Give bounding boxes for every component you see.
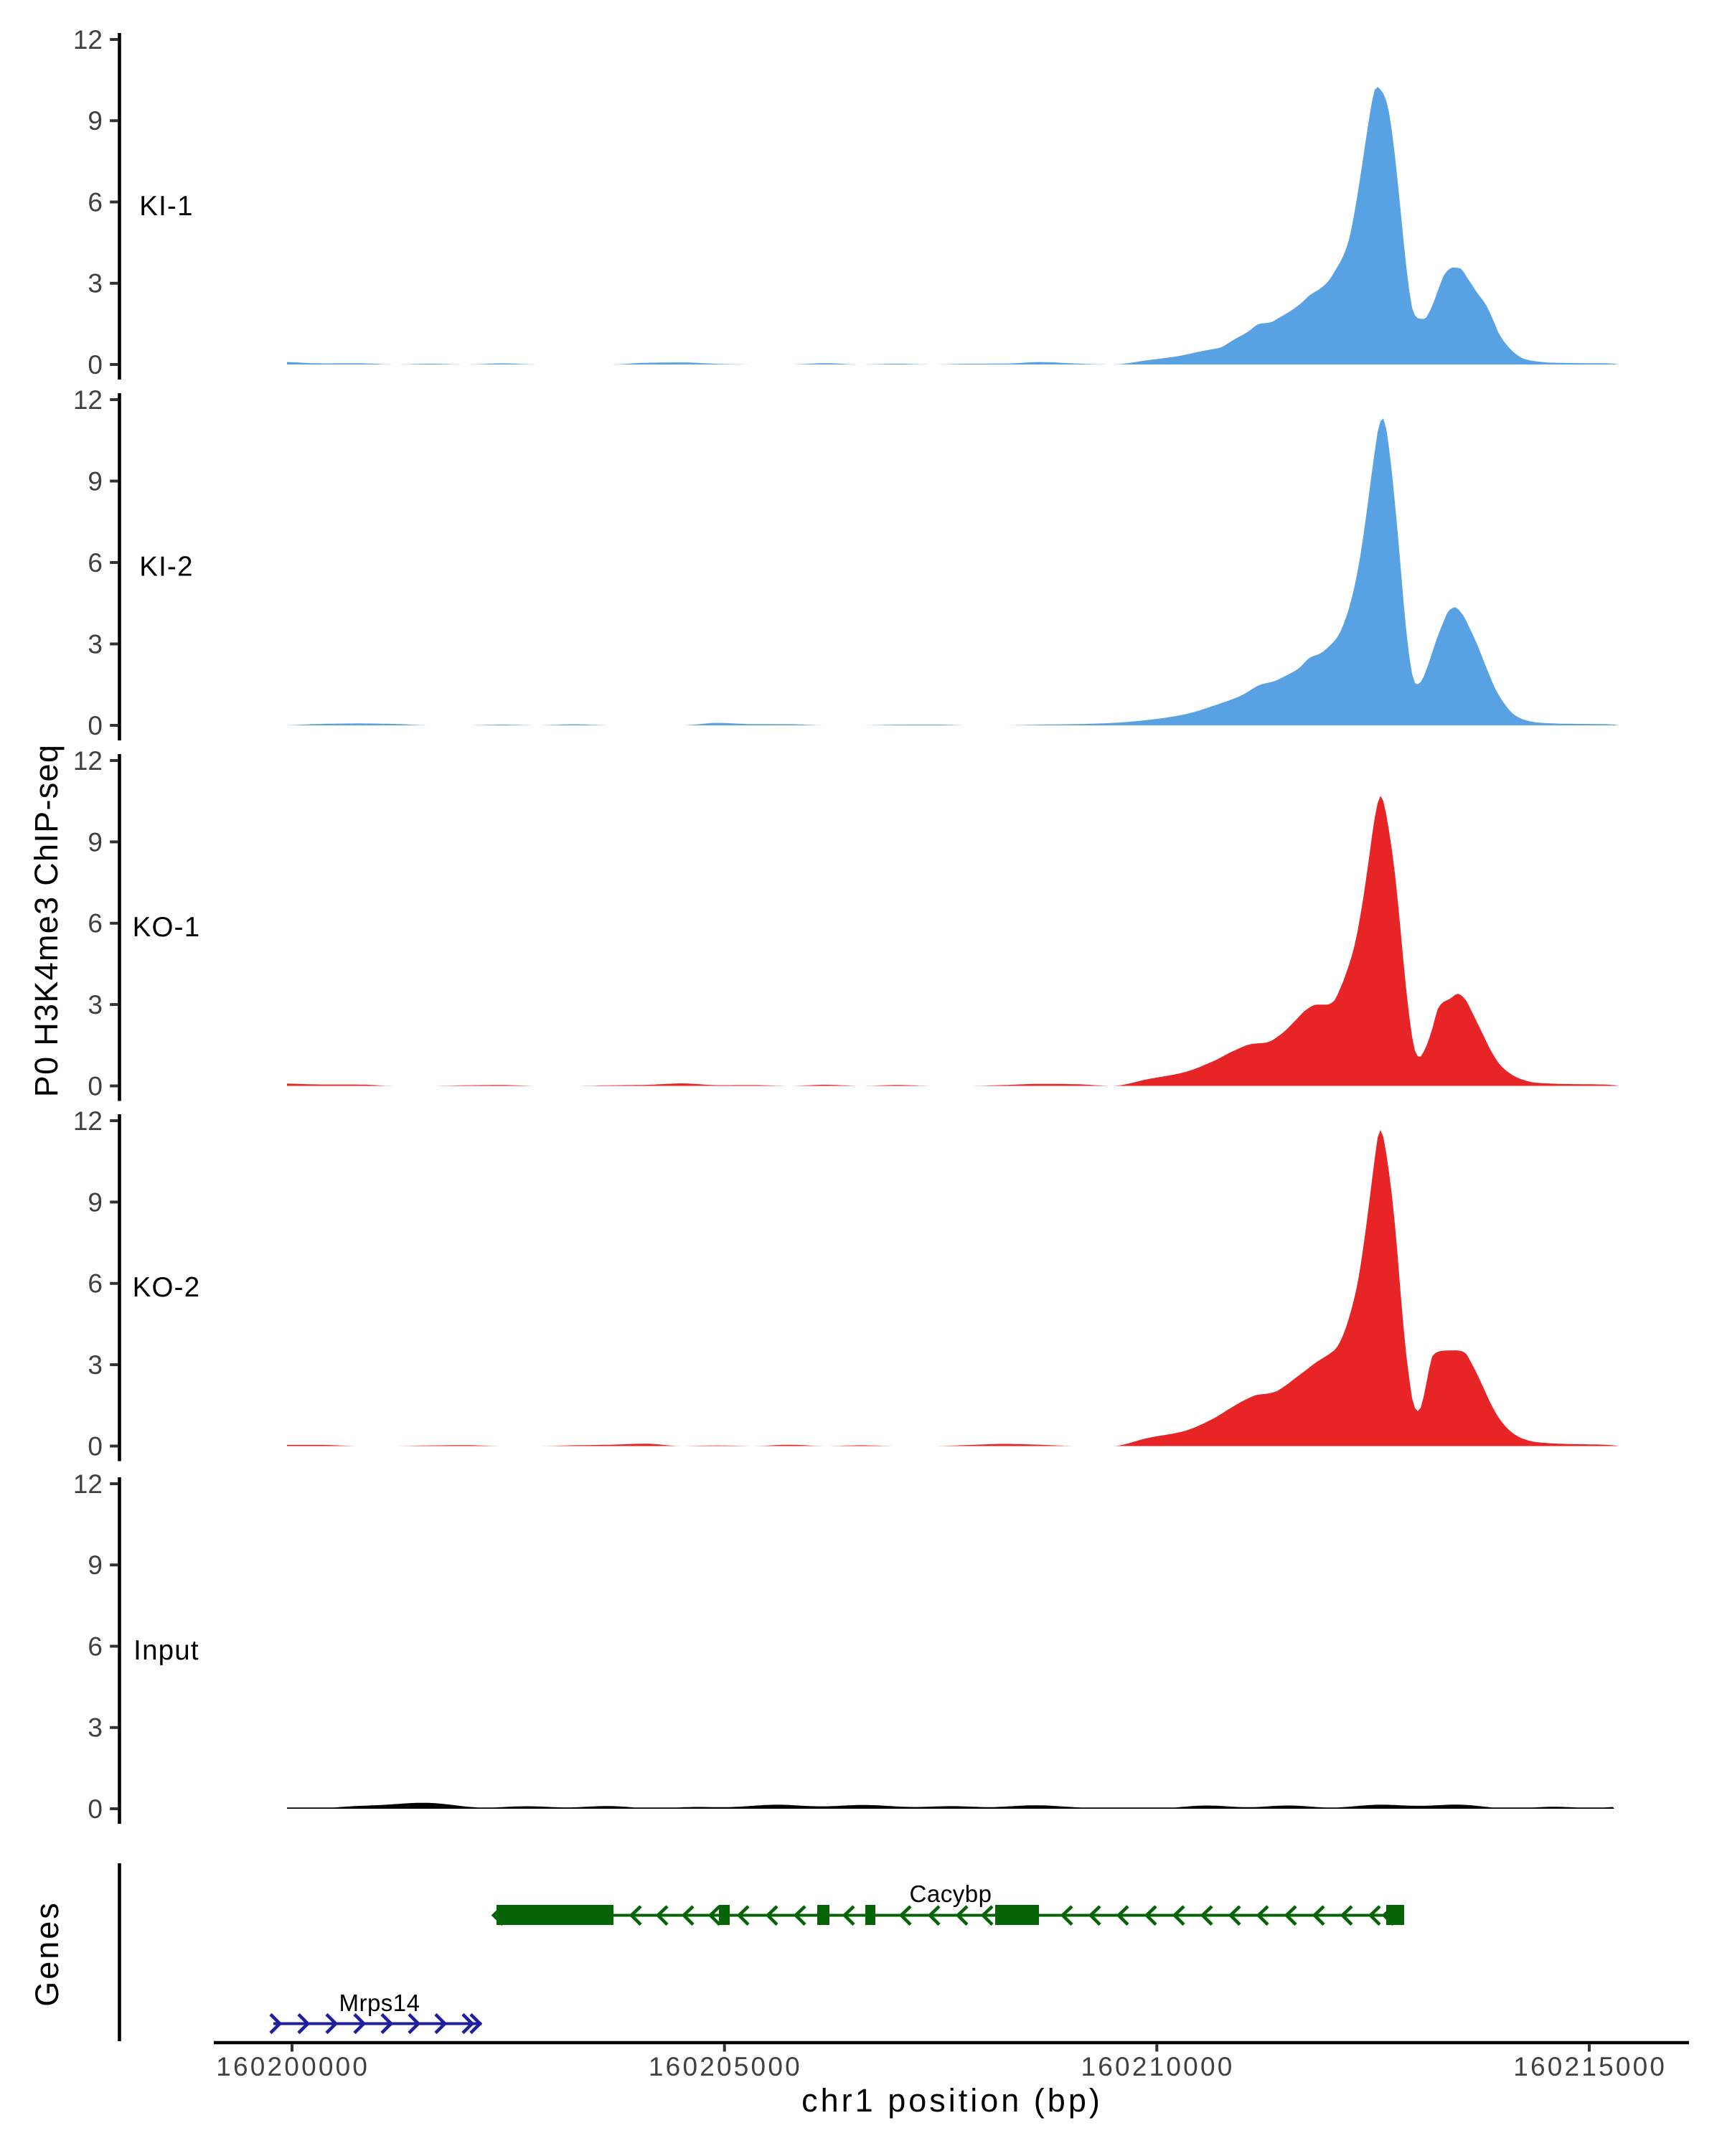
svg-text:12: 12: [73, 25, 103, 55]
svg-text:12: 12: [73, 1106, 103, 1136]
svg-text:3: 3: [88, 629, 103, 659]
svg-text:Input: Input: [133, 1635, 199, 1666]
svg-text:160210000: 160210000: [1081, 2052, 1235, 2081]
svg-text:3: 3: [88, 269, 103, 298]
svg-text:0: 0: [88, 1431, 103, 1461]
svg-text:6: 6: [88, 909, 103, 938]
svg-text:0: 0: [88, 1794, 103, 1824]
svg-text:9: 9: [88, 466, 103, 496]
svg-text:160205000: 160205000: [649, 2052, 802, 2081]
svg-text:KI-2: KI-2: [139, 551, 193, 582]
svg-text:160200000: 160200000: [216, 2052, 370, 2081]
svg-text:Genes: Genes: [29, 1901, 65, 2007]
svg-text:KI-1: KI-1: [139, 191, 193, 222]
svg-text:P0 H3K4me3 ChIP-seq: P0 H3K4me3 ChIP-seq: [28, 744, 65, 1097]
svg-text:0: 0: [88, 350, 103, 380]
svg-text:0: 0: [88, 711, 103, 740]
svg-text:6: 6: [88, 548, 103, 578]
svg-text:KO-1: KO-1: [133, 912, 201, 943]
svg-text:Mrps14: Mrps14: [339, 1990, 420, 2016]
svg-text:12: 12: [73, 746, 103, 776]
svg-text:6: 6: [88, 187, 103, 217]
svg-text:0: 0: [88, 1071, 103, 1101]
svg-text:KO-2: KO-2: [133, 1272, 201, 1303]
svg-text:3: 3: [88, 1713, 103, 1743]
svg-text:9: 9: [88, 106, 103, 136]
svg-text:chr1 position (bp): chr1 position (bp): [801, 2082, 1103, 2119]
svg-text:Cacybp: Cacybp: [910, 1880, 992, 1907]
svg-text:9: 9: [88, 1187, 103, 1217]
svg-text:12: 12: [73, 1469, 103, 1499]
svg-text:6: 6: [88, 1632, 103, 1661]
svg-text:3: 3: [88, 990, 103, 1020]
svg-text:12: 12: [73, 385, 103, 415]
svg-text:6: 6: [88, 1269, 103, 1299]
svg-text:9: 9: [88, 1550, 103, 1580]
svg-text:3: 3: [88, 1350, 103, 1380]
svg-text:160215000: 160215000: [1513, 2052, 1667, 2081]
svg-text:9: 9: [88, 827, 103, 857]
